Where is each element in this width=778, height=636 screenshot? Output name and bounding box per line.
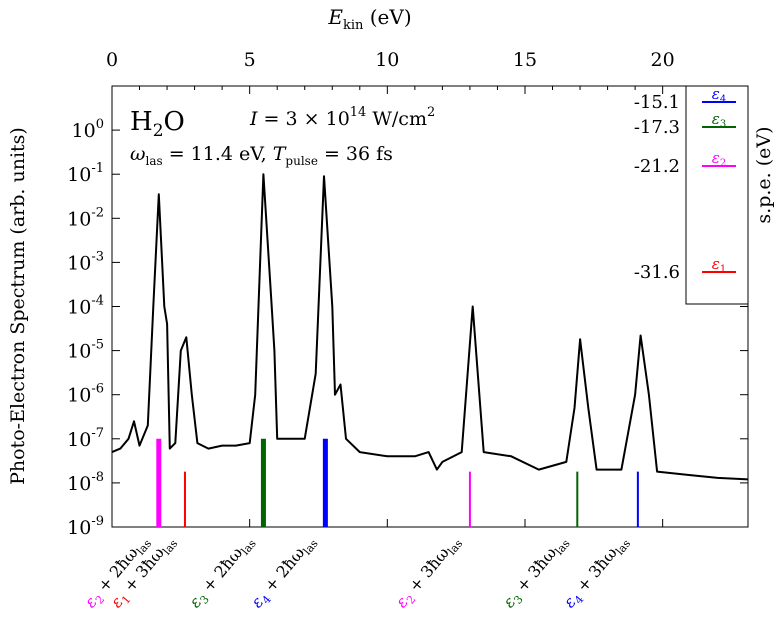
y-tick-label: 10-8 [67, 470, 104, 495]
y-tick-label: 10-3 [67, 249, 104, 274]
y-tick-label: 10-1 [67, 161, 104, 186]
spe-level-value: -21.2 [634, 156, 680, 177]
laser-label: ωlas = 11.4 eV, Tpulse = 36 fs [130, 143, 393, 168]
y-tick-label: 100 [72, 117, 104, 142]
spe-level-symbol: ε4 [712, 85, 726, 105]
spe-level-symbol: ε1 [712, 255, 726, 275]
marker-label: ε4 + 2ħωlas [247, 531, 321, 613]
spe-box [685, 85, 749, 305]
x-tick-label: 15 [513, 49, 537, 71]
spectrum-line [111, 173, 749, 481]
y-tick-label: 10-9 [67, 514, 104, 539]
y-axis-label: Photo-Electron Spectrum (arb. units) [7, 127, 29, 485]
y-axis-label-right: s.p.e. (eV) [753, 126, 775, 223]
y-tick-label: 10-7 [67, 426, 104, 451]
marker-label: ε4 + 3ħωlas [560, 531, 634, 613]
y-tick-label: 10-5 [67, 338, 104, 363]
x-axis-label: Ekin (eV) [327, 5, 411, 33]
x-tick-label: 0 [106, 49, 118, 71]
x-tick-label: 10 [375, 49, 399, 71]
molecule-label: H2O [130, 107, 185, 141]
spe-level-value: -31.6 [634, 262, 680, 283]
spe-level-symbol: ε3 [712, 110, 726, 130]
y-tick-label: 10-4 [67, 294, 104, 319]
x-tick-label: 5 [244, 49, 256, 71]
y-tick-label: 10-2 [67, 205, 104, 230]
spe-level-value: -15.1 [634, 92, 680, 113]
intensity-label: I = 3 × 1014 W/cm2 [249, 105, 435, 130]
spe-level-value: -17.3 [634, 117, 680, 138]
x-tick-label: 20 [651, 49, 675, 71]
spe-level-symbol: ε2 [712, 149, 726, 169]
marker-label: ε2 + 3ħωlas [392, 531, 466, 613]
y-tick-label: 10-6 [67, 382, 104, 407]
plot-area: 0 5 10 15 20 Ekin (eV) 10-9 10-8 10-7 10-6 10-5 10-… [7, 5, 775, 613]
